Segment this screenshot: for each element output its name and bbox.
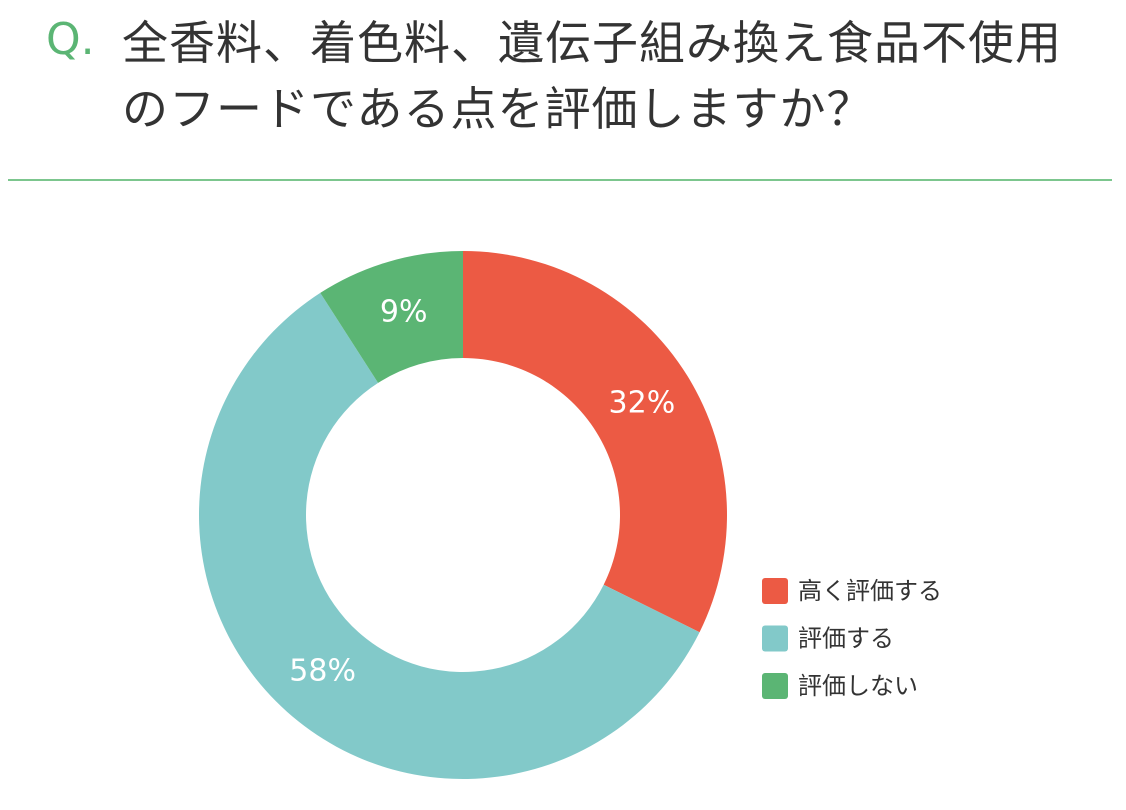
slice (320, 251, 463, 383)
question-prefix: Q. (46, 14, 95, 65)
legend-label: 評価する (798, 625, 894, 653)
slice (463, 251, 727, 633)
chart-title: 全香料、着色料、遺伝子組み換え食品不使用のフードである点を評価しますか？ (122, 16, 1062, 136)
data-label: 9% (380, 295, 428, 330)
data-label: 58% (289, 653, 356, 688)
legend-label: 評価しない (798, 672, 918, 700)
legend-swatch (762, 673, 788, 699)
legend-swatch (762, 625, 788, 652)
data-label: 32% (609, 386, 676, 421)
legend-label: 高く評価する (798, 577, 942, 605)
slice (199, 292, 700, 779)
divider (8, 179, 1112, 181)
header: Q. 全香料、着色料、遺伝子組み換え食品不使用のフードである点を評価しますか？ (0, 0, 1126, 181)
legend-swatch (762, 578, 788, 604)
